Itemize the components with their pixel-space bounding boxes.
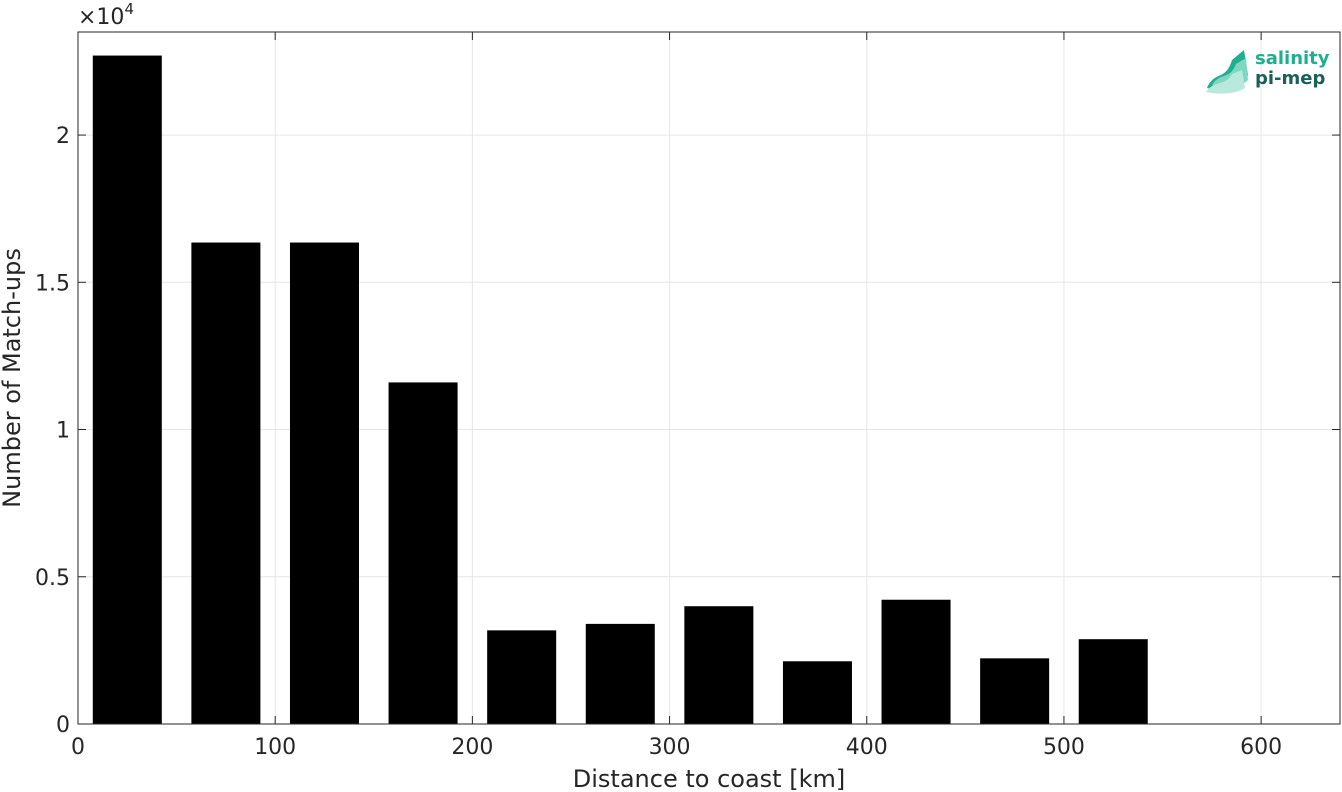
bar xyxy=(980,658,1050,724)
x-tick-labels: 0 100 200 300 400 500 600 xyxy=(71,735,1282,760)
bars xyxy=(92,55,1148,725)
bar xyxy=(191,242,261,724)
wave-icon xyxy=(1206,50,1248,94)
y-tick-labels: 0 0.5 1 1.5 2 xyxy=(35,124,70,738)
bar xyxy=(388,382,458,724)
y-exponent-power: 4 xyxy=(124,0,134,18)
x-axis-title: Distance to coast [km] xyxy=(573,765,845,792)
logo-text-pi-mep: pi-mep xyxy=(1255,68,1325,89)
grid xyxy=(78,32,1340,724)
logo-text-salinity: salinity xyxy=(1255,48,1330,69)
bar xyxy=(92,55,162,725)
x-tick-label: 0 xyxy=(71,735,85,760)
bar xyxy=(684,606,754,724)
bar xyxy=(585,623,655,724)
x-tick-label: 100 xyxy=(254,735,296,760)
x-tick-label: 500 xyxy=(1043,735,1085,760)
x-tick-label: 200 xyxy=(451,735,493,760)
bar xyxy=(487,630,557,724)
y-tick-label: 1 xyxy=(56,419,70,444)
bar xyxy=(1078,639,1148,724)
bar xyxy=(782,661,852,724)
salinity-pi-mep-logo: salinity pi-mep xyxy=(1206,48,1330,94)
y-tick-label: 2 xyxy=(56,124,70,149)
x-tick-label: 400 xyxy=(846,735,888,760)
y-tick-label: 0.5 xyxy=(35,566,70,591)
plot-frame xyxy=(77,31,1341,725)
y-tick-label: 0 xyxy=(56,713,70,738)
x-tick-label: 300 xyxy=(649,735,691,760)
x-tick-label: 600 xyxy=(1240,735,1282,760)
y-tick-label: 1.5 xyxy=(35,271,70,296)
ticks xyxy=(77,32,1340,725)
y-exponent-label: ×104 xyxy=(78,0,134,30)
bar xyxy=(289,242,359,724)
bar xyxy=(881,599,951,724)
y-axis-title: Number of Match-ups xyxy=(0,248,26,508)
